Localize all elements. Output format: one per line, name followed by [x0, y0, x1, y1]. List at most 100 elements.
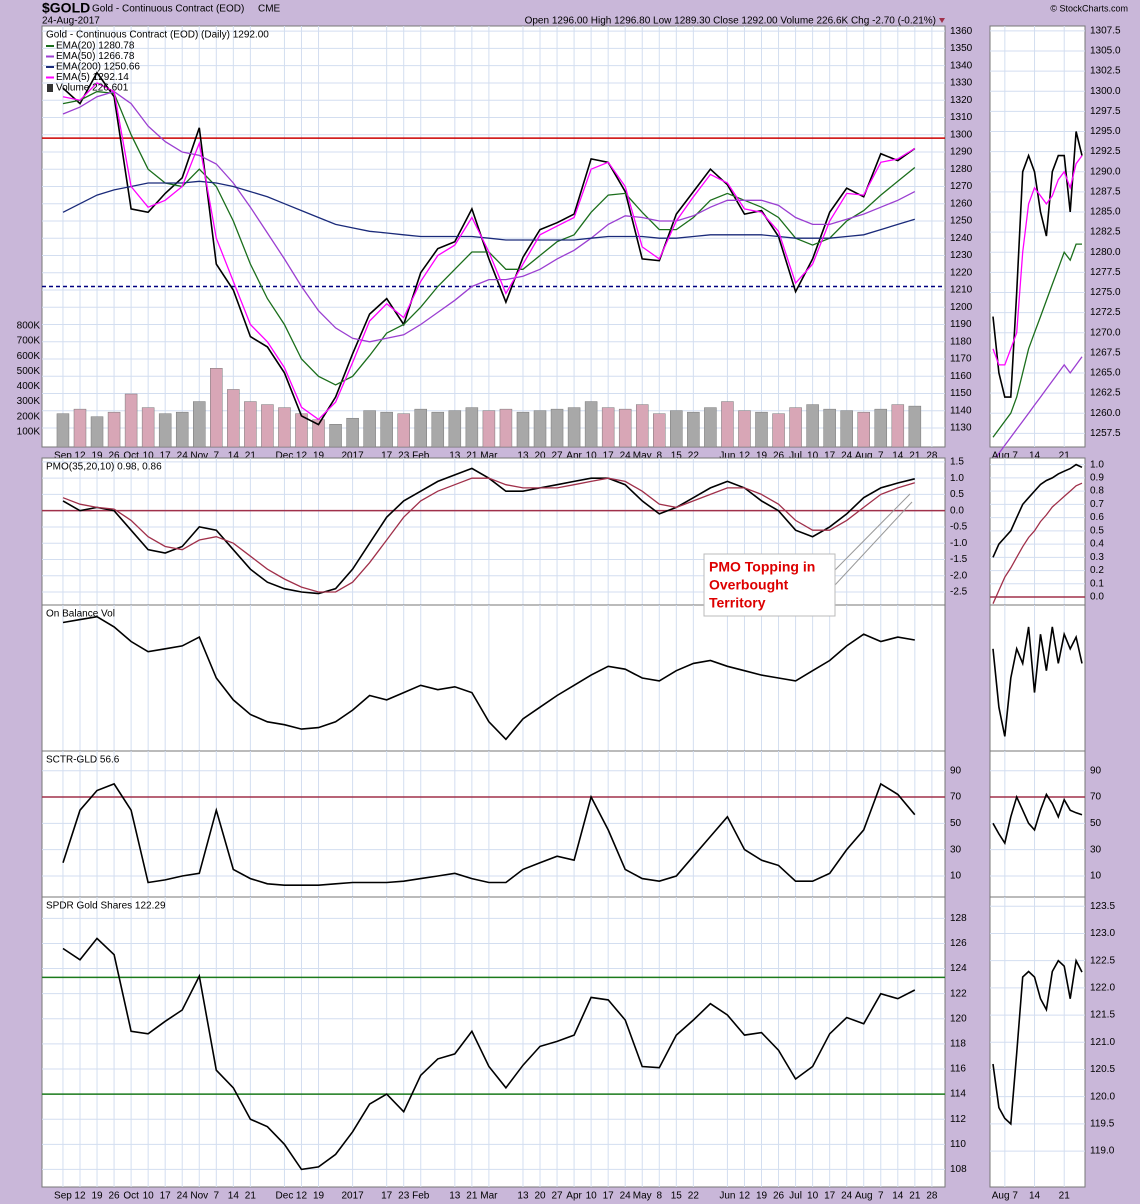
y-tick-label: 1302.5	[1090, 66, 1121, 77]
y-tick-label: 1257.5	[1090, 428, 1121, 439]
y-tick-label: 1190	[950, 319, 972, 330]
x-tick-label: 24	[177, 451, 189, 462]
y-tick-label: 70	[950, 792, 962, 803]
x-tick-label: 21	[466, 1191, 478, 1202]
x-tick-label: May	[633, 1191, 652, 1202]
x-tick-label: Aug	[855, 451, 873, 462]
x-tick-label: 20	[534, 451, 546, 462]
x-tick-label: 10	[807, 1191, 819, 1202]
panel-title: SCTR-GLD 56.6	[46, 755, 120, 766]
x-tick-label: 21	[1059, 451, 1071, 462]
x-tick-label: Sep	[54, 451, 72, 462]
series-line	[992, 482, 1083, 604]
series-line	[62, 90, 916, 343]
y-tick-label: 1.0	[950, 473, 964, 484]
x-tick-label: 10	[586, 1191, 598, 1202]
volume-bar	[550, 408, 564, 448]
y-tick-label: 121.5	[1090, 1010, 1115, 1021]
series-line	[992, 243, 1082, 438]
y-tick-label: 119.5	[1090, 1119, 1115, 1130]
y-tick-label: 112	[950, 1114, 966, 1125]
volume-tick-label: 500K	[17, 366, 41, 377]
x-tick-label: 17	[603, 1191, 615, 1202]
x-tick-label: 13	[517, 1191, 529, 1202]
volume-bar	[158, 413, 172, 448]
annotation: PMO Topping in Overbought Territory	[703, 493, 913, 617]
y-tick-label: 10	[1090, 871, 1102, 882]
symbol: $GOLD	[42, 0, 90, 16]
legend-label: EMA(5) 1292.14	[56, 72, 129, 83]
legend-label: EMA(200) 1250.66	[56, 62, 140, 73]
y-tick-label: 123.5	[1090, 901, 1115, 912]
x-tick-label: 8	[656, 1191, 662, 1202]
x-tick-label: 17	[160, 451, 172, 462]
x-tick-label: 14	[1029, 1191, 1041, 1202]
volume-bar	[806, 404, 819, 448]
exchange: CME	[258, 4, 281, 15]
y-tick-label: 1307.5	[1090, 25, 1121, 36]
change-arrow	[939, 18, 945, 23]
y-tick-label: 1180	[950, 336, 972, 347]
panel-title: Gold - Continuous Contract (EOD) (Daily)…	[46, 30, 269, 41]
x-tick-label: 12	[739, 1191, 751, 1202]
x-tick-label: 12	[296, 451, 308, 462]
y-tick-label: 1265.0	[1090, 368, 1121, 379]
x-tick-label: 2017	[341, 451, 364, 462]
volume-bar	[346, 417, 359, 448]
y-tick-label: 1310	[950, 112, 973, 123]
volume-tick-label: 600K	[17, 351, 41, 362]
y-tick-label: 1280	[950, 164, 973, 175]
y-tick-label: 0.0	[950, 505, 964, 516]
y-tick-label: 1220	[950, 267, 973, 278]
y-tick-label: 1275.0	[1090, 287, 1121, 298]
x-tick-label: 19	[756, 1191, 768, 1202]
y-tick-label: 1160	[950, 371, 972, 382]
y-tick-label: 1200	[950, 302, 973, 313]
x-tick-label: 10	[586, 451, 598, 462]
x-tick-label: 17	[824, 451, 836, 462]
x-tick-label: 19	[313, 451, 325, 462]
y-tick-label: 70	[1090, 792, 1102, 803]
y-tick-label: 1262.5	[1090, 388, 1121, 399]
y-tick-label: 1300	[950, 129, 973, 140]
y-tick-label: 120.0	[1090, 1091, 1115, 1102]
y-tick-label: 1270	[950, 181, 973, 192]
x-tick-label: Feb	[412, 1191, 430, 1202]
y-tick-label: 1305.0	[1090, 46, 1121, 57]
panel	[41, 604, 946, 752]
x-tick-label: Oct	[123, 451, 139, 462]
x-tick-label: 19	[756, 451, 768, 462]
volume-bar	[584, 401, 598, 448]
y-tick-label: 30	[1090, 844, 1102, 855]
volume-bar	[601, 407, 615, 448]
volume-bar	[823, 408, 836, 448]
y-tick-label: 122	[950, 988, 967, 999]
x-tick-label: 24	[841, 451, 853, 462]
volume-bar	[431, 411, 445, 448]
instrument-name: Gold - Continuous Contract (EOD)	[92, 4, 244, 15]
x-tick-label: 13	[449, 1191, 461, 1202]
y-tick-label: 0.4	[1090, 539, 1104, 550]
x-tick-label: 21	[909, 451, 921, 462]
x-tick-label: 15	[671, 1191, 683, 1202]
volume-tick-label: 300K	[17, 396, 41, 407]
x-tick-label: Oct	[123, 1191, 139, 1202]
volume-bar	[397, 413, 410, 448]
series-line	[992, 155, 1083, 366]
y-tick-label: 1300.0	[1090, 86, 1121, 97]
series-line	[62, 782, 916, 886]
x-tick-label: Aug 7	[992, 1191, 1019, 1202]
x-tick-label: 24	[177, 1191, 189, 1202]
y-tick-label: 0.1	[1090, 578, 1104, 589]
y-tick-label: 108	[950, 1164, 967, 1175]
x-tick-label: 21	[245, 451, 257, 462]
y-tick-label: 10	[950, 871, 962, 882]
quote: Open 1296.00 High 1296.80 Low 1289.30 Cl…	[525, 16, 936, 27]
volume-tick-label: 200K	[17, 411, 41, 422]
y-tick-label: 1260.0	[1090, 408, 1121, 419]
y-tick-label: 90	[1090, 765, 1102, 776]
x-tick-label: 19	[91, 451, 103, 462]
credit: © StockCharts.com	[1050, 3, 1128, 13]
x-tick-label: 17	[160, 1191, 172, 1202]
